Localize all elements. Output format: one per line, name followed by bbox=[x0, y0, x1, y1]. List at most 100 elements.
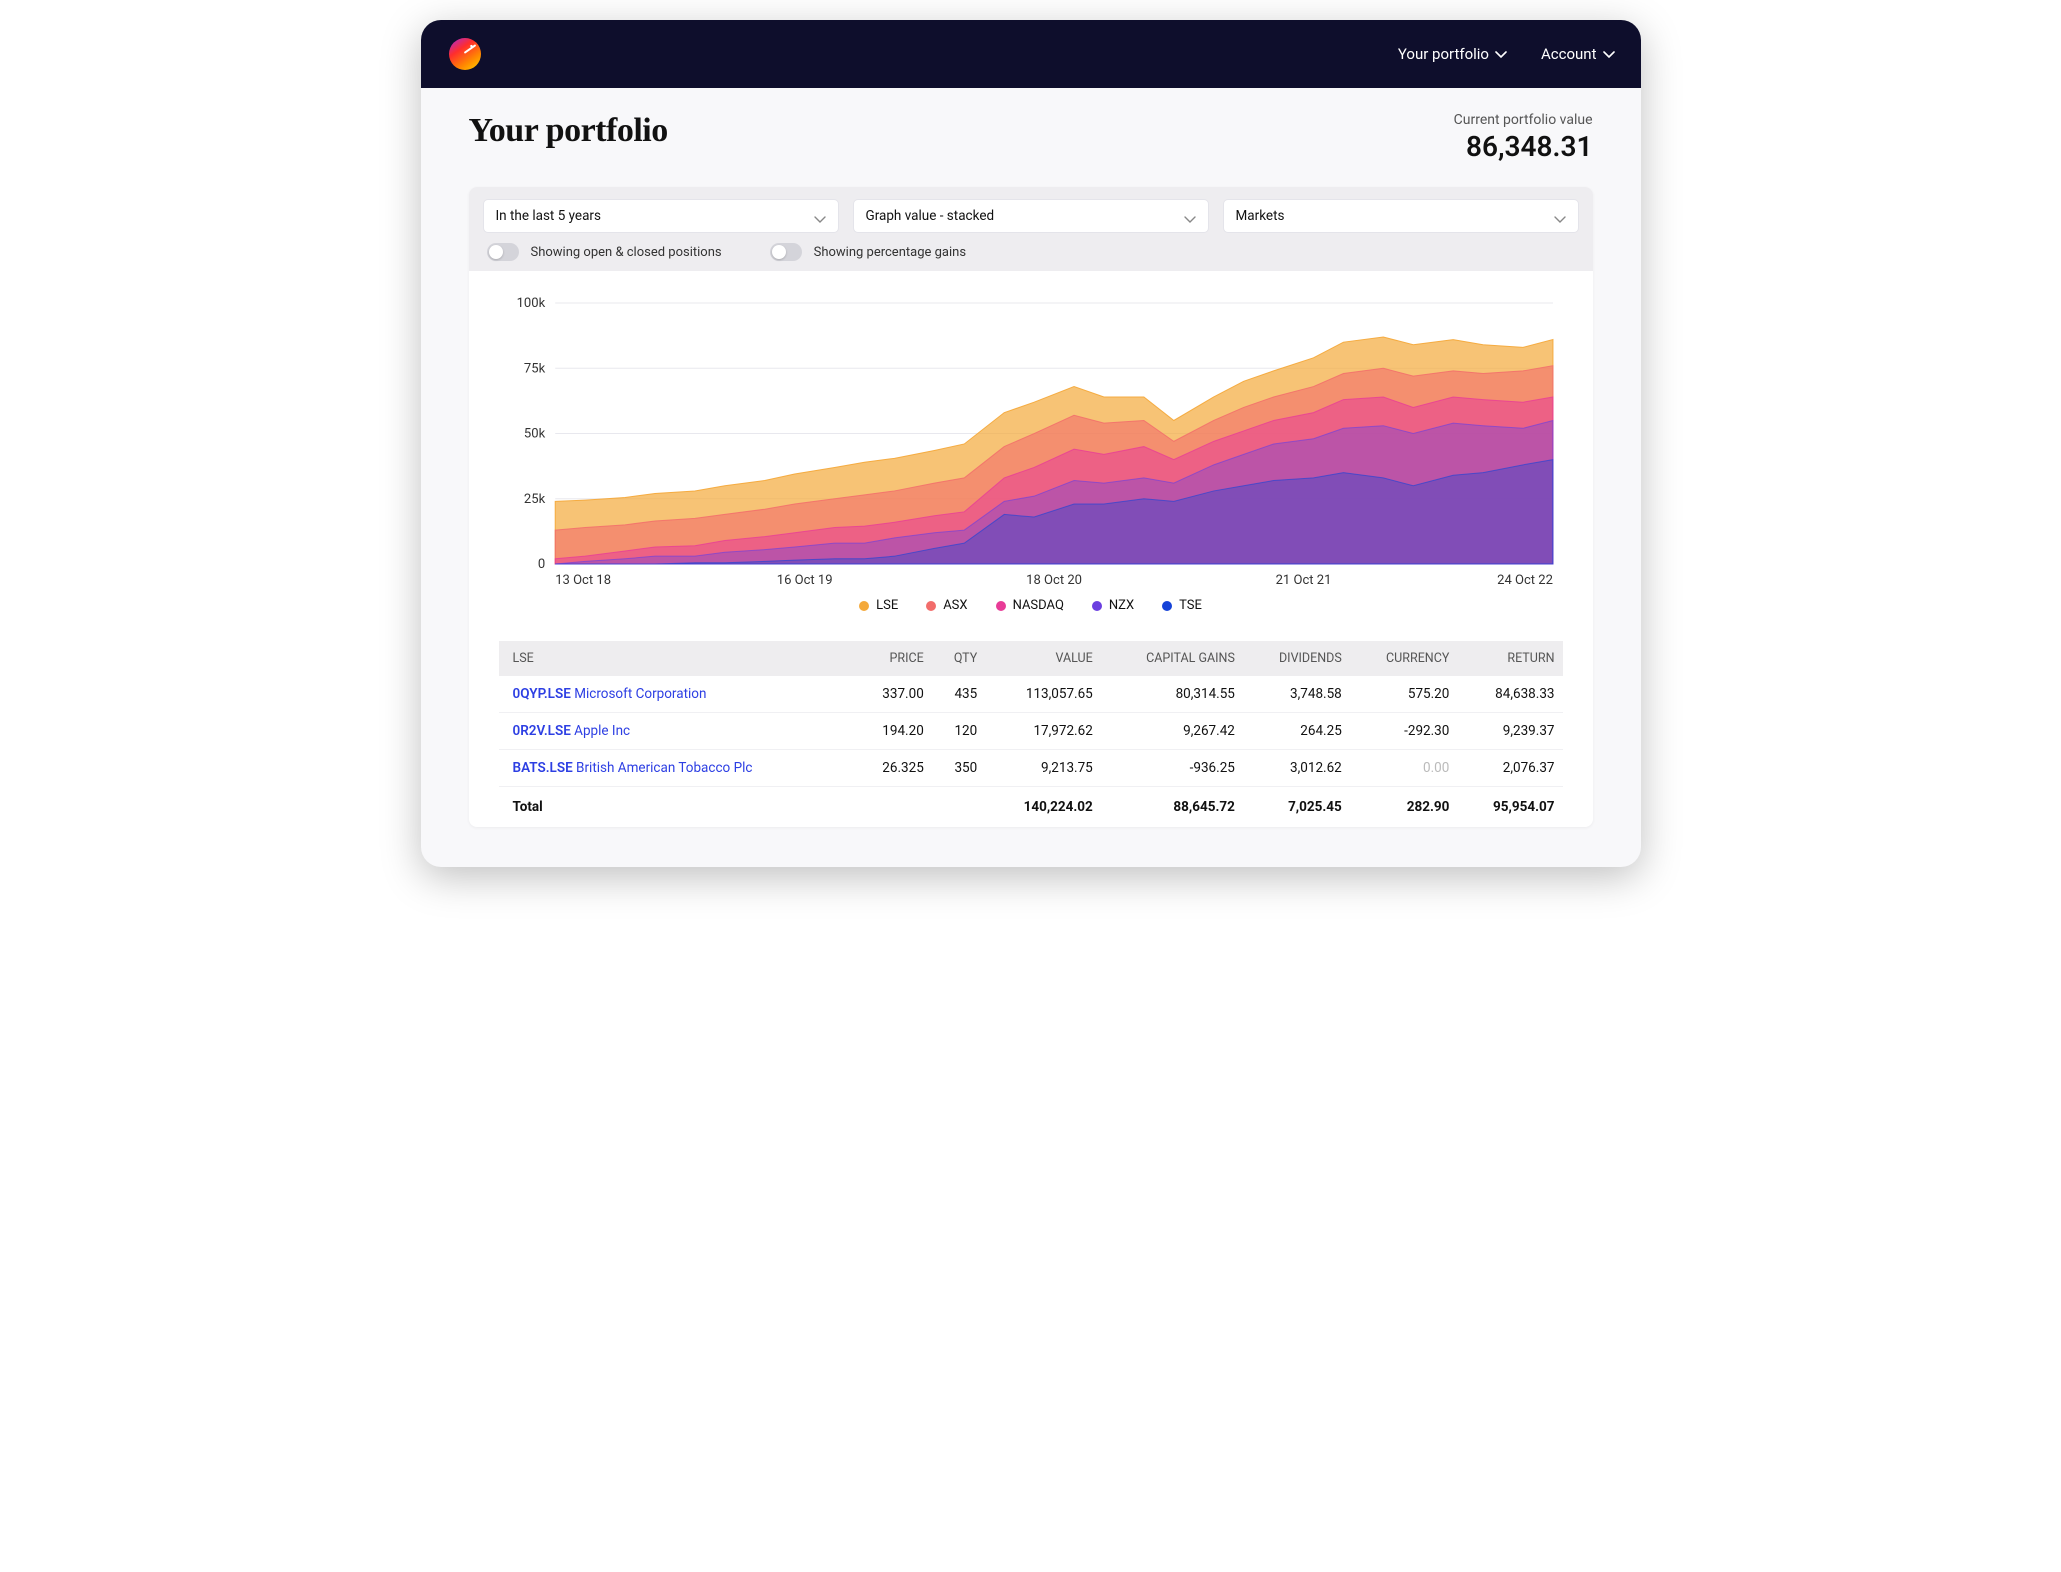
svg-text:0: 0 bbox=[537, 557, 544, 572]
table-cell: 575.20 bbox=[1350, 676, 1458, 713]
security-name: British American Tobacco Plc bbox=[576, 760, 752, 776]
svg-text:25k: 25k bbox=[523, 492, 545, 507]
legend-dot-icon bbox=[859, 601, 869, 611]
select-grouping[interactable]: Markets bbox=[1223, 199, 1579, 233]
current-value-label: Current portfolio value bbox=[1454, 112, 1593, 128]
table-cell-name: 0R2V.LSE Apple Inc bbox=[499, 713, 854, 750]
legend-item-nasdaq[interactable]: NASDAQ bbox=[996, 598, 1064, 613]
table-group-header: LSE bbox=[499, 641, 854, 676]
table-column-header: QTY bbox=[932, 641, 985, 676]
chart-area: 025k50k75k100k13 Oct 1816 Oct 1918 Oct 2… bbox=[469, 271, 1593, 635]
table-cell: 264.25 bbox=[1243, 713, 1350, 750]
toggle-positions-group: Showing open & closed positions bbox=[487, 243, 722, 261]
nav-link-label: Account bbox=[1541, 45, 1597, 63]
table-header-row: LSEPRICEQTYVALUECAPITAL GAINSDIVIDENDSCU… bbox=[499, 641, 1563, 676]
table-column-header: PRICE bbox=[854, 641, 932, 676]
table-row: 0R2V.LSE Apple Inc194.2012017,972.629,26… bbox=[499, 713, 1563, 750]
svg-text:13 Oct 18: 13 Oct 18 bbox=[555, 573, 611, 588]
chevron-down-icon bbox=[1184, 212, 1196, 220]
total-cell: 88,645.72 bbox=[1101, 787, 1243, 828]
chevron-down-icon bbox=[1603, 51, 1613, 57]
select-label: Markets bbox=[1236, 208, 1285, 224]
table-cell: 17,972.62 bbox=[985, 713, 1101, 750]
legend-item-tse[interactable]: TSE bbox=[1162, 598, 1202, 613]
legend-label: ASX bbox=[943, 598, 967, 613]
table-cell: 120 bbox=[932, 713, 985, 750]
svg-text:16 Oct 19: 16 Oct 19 bbox=[776, 573, 832, 588]
svg-text:24 Oct 22: 24 Oct 22 bbox=[1497, 573, 1553, 588]
chart-legend: LSE ASX NASDAQ NZX TSE bbox=[499, 594, 1563, 625]
legend-item-lse[interactable]: LSE bbox=[859, 598, 898, 613]
brand[interactable] bbox=[449, 38, 481, 70]
table-total-row: Total 140,224.0288,645.727,025.45282.9095… bbox=[499, 787, 1563, 828]
table-row: BATS.LSE British American Tobacco Plc26.… bbox=[499, 750, 1563, 787]
table-cell: 0.00 bbox=[1350, 750, 1458, 787]
legend-dot-icon bbox=[926, 601, 936, 611]
stacked-area-chart: 025k50k75k100k13 Oct 1816 Oct 1918 Oct 2… bbox=[499, 293, 1563, 594]
table-cell: 337.00 bbox=[854, 676, 932, 713]
select-label: Graph value - stacked bbox=[866, 208, 995, 224]
symbol-link[interactable]: 0R2V.LSE bbox=[513, 723, 571, 739]
toggles-row: Showing open & closed positions Showing p… bbox=[483, 243, 1579, 261]
table-cell: 3,012.62 bbox=[1243, 750, 1350, 787]
holdings-table: LSEPRICEQTYVALUECAPITAL GAINSDIVIDENDSCU… bbox=[499, 641, 1563, 827]
legend-item-nzx[interactable]: NZX bbox=[1092, 598, 1134, 613]
table-column-header: CURRENCY bbox=[1350, 641, 1458, 676]
nav-link-portfolio[interactable]: Your portfolio bbox=[1398, 45, 1505, 63]
table-row: 0QYP.LSE Microsoft Corporation337.004351… bbox=[499, 676, 1563, 713]
symbol-link[interactable]: 0QYP.LSE bbox=[513, 686, 571, 702]
toggle-label: Showing percentage gains bbox=[814, 245, 966, 260]
table-cell-name: 0QYP.LSE Microsoft Corporation bbox=[499, 676, 854, 713]
nav-link-account[interactable]: Account bbox=[1541, 45, 1613, 63]
table-cell: -292.30 bbox=[1350, 713, 1458, 750]
content: Your portfolio Current portfolio value 8… bbox=[421, 88, 1641, 867]
controls-bar: In the last 5 years Graph value - stacked… bbox=[469, 187, 1593, 271]
chevron-down-icon bbox=[1495, 51, 1505, 57]
toggle-label: Showing open & closed positions bbox=[531, 245, 722, 260]
select-timeframe[interactable]: In the last 5 years bbox=[483, 199, 839, 233]
table-cell-name: BATS.LSE British American Tobacco Plc bbox=[499, 750, 854, 787]
table-cell: -936.25 bbox=[1101, 750, 1243, 787]
svg-text:100k: 100k bbox=[516, 296, 545, 311]
navbar: Your portfolio Account bbox=[421, 20, 1641, 88]
legend-label: NASDAQ bbox=[1013, 598, 1064, 613]
toggle-percent-group: Showing percentage gains bbox=[770, 243, 966, 261]
current-value-box: Current portfolio value 86,348.31 bbox=[1454, 112, 1593, 163]
symbol-link[interactable]: BATS.LSE bbox=[513, 760, 573, 776]
select-graph-mode[interactable]: Graph value - stacked bbox=[853, 199, 1209, 233]
table-cell: 9,267.42 bbox=[1101, 713, 1243, 750]
legend-label: LSE bbox=[876, 598, 898, 613]
table-cell: 194.20 bbox=[854, 713, 932, 750]
toggle-percent[interactable] bbox=[770, 243, 802, 261]
svg-text:21 Oct 21: 21 Oct 21 bbox=[1275, 573, 1331, 588]
total-cell: 282.90 bbox=[1350, 787, 1458, 828]
total-cell: 7,025.45 bbox=[1243, 787, 1350, 828]
legend-dot-icon bbox=[996, 601, 1006, 611]
table-body: 0QYP.LSE Microsoft Corporation337.004351… bbox=[499, 676, 1563, 787]
legend-dot-icon bbox=[1162, 601, 1172, 611]
table-column-header: RETURN bbox=[1457, 641, 1562, 676]
select-label: In the last 5 years bbox=[496, 208, 601, 224]
legend-item-asx[interactable]: ASX bbox=[926, 598, 967, 613]
table-column-header: VALUE bbox=[985, 641, 1101, 676]
chart-panel: In the last 5 years Graph value - stacked… bbox=[469, 187, 1593, 827]
chevron-down-icon bbox=[1554, 212, 1566, 220]
title-row: Your portfolio Current portfolio value 8… bbox=[469, 112, 1593, 163]
brand-logo-icon bbox=[449, 38, 481, 70]
total-label: Total bbox=[499, 787, 854, 828]
security-name: Microsoft Corporation bbox=[574, 686, 706, 702]
app-window: Your portfolio Account Your portfolio Cu… bbox=[421, 20, 1641, 867]
total-cell: 95,954.07 bbox=[1457, 787, 1562, 828]
table-column-header: DIVIDENDS bbox=[1243, 641, 1350, 676]
chevron-down-icon bbox=[814, 212, 826, 220]
table-column-header: CAPITAL GAINS bbox=[1101, 641, 1243, 676]
nav-link-label: Your portfolio bbox=[1398, 45, 1489, 63]
toggle-positions[interactable] bbox=[487, 243, 519, 261]
table-cell: 3,748.58 bbox=[1243, 676, 1350, 713]
table-cell: 435 bbox=[932, 676, 985, 713]
legend-dot-icon bbox=[1092, 601, 1102, 611]
table-cell: 113,057.65 bbox=[985, 676, 1101, 713]
svg-text:75k: 75k bbox=[523, 361, 545, 376]
total-cell: 140,224.02 bbox=[985, 787, 1101, 828]
table-cell: 9,239.37 bbox=[1457, 713, 1562, 750]
